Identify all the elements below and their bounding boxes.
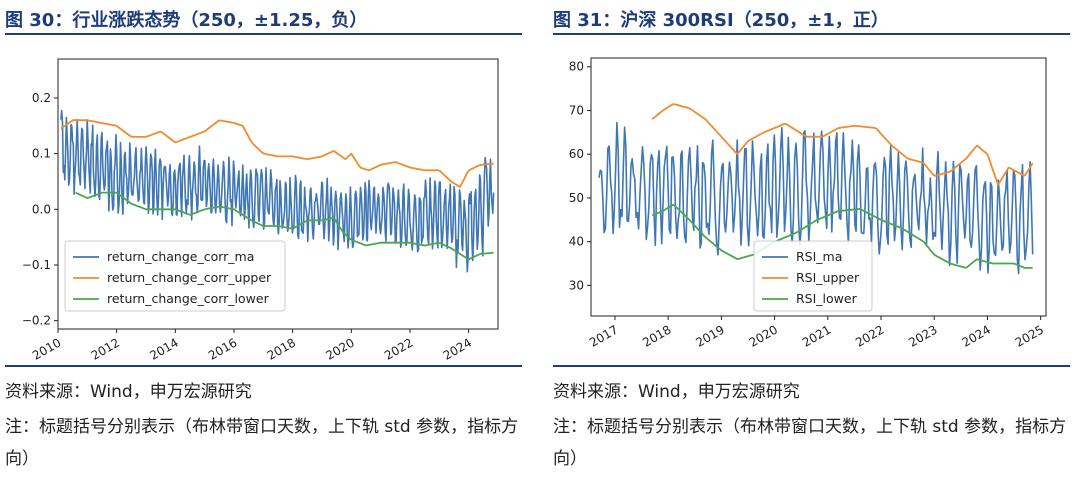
y-tick-label: 0.2 <box>32 91 51 105</box>
x-tick-label: 2020 <box>747 322 780 349</box>
x-tick-label: 2019 <box>693 322 726 349</box>
title-divider <box>553 33 1070 35</box>
series-line-RSI_ma <box>598 121 1034 275</box>
series-line-return_change_corr_upper <box>60 119 494 188</box>
figure-30-panel: 图 30：行业涨跌态势（250，±1.25，负） 0.2 0.1 0.0 −0.1 −0… <box>5 0 525 479</box>
x-tick-label: 2024 <box>960 322 993 349</box>
x-tick-label: 2018 <box>265 335 298 361</box>
figure-31-panel: 图 31：沪深 300RSI（250，±1，正） 80 70 60 50 40 30 201… <box>553 0 1073 479</box>
source-text: 资料来源：Wind，申万宏源研究 <box>553 382 800 402</box>
chart-figure-31: 80 70 60 50 40 30 2017 2018 2019 2020 2021 2022 2023… <box>569 57 1047 350</box>
legend-box <box>753 240 873 312</box>
legend-label: return_change_corr_upper <box>107 270 272 285</box>
x-tick-label: 2025 <box>1013 322 1046 349</box>
source-text: 资料来源：Wind，申万宏源研究 <box>5 382 252 402</box>
chart-figure-30: 0.2 0.1 0.0 −0.1 −0.2 2010 2012 2014 2016 2018 202… <box>22 58 499 361</box>
y-tick-label: 80 <box>569 60 584 74</box>
x-tick-label: 2023 <box>906 322 939 349</box>
x-tick-label: 2012 <box>89 335 122 361</box>
note-text: 注：标题括号分别表示（布林带窗口天数，上下轨 std 参数，指标方向） <box>5 417 519 469</box>
x-tick-label: 2022 <box>853 322 886 349</box>
x-tick-label: 2021 <box>800 322 833 349</box>
y-tick-label: −0.1 <box>22 258 51 272</box>
footer-divider <box>5 365 522 367</box>
series-line-RSI_lower <box>651 203 1033 269</box>
figure-title: 图 30：行业涨跌态势（250，±1.25，负） <box>5 10 368 31</box>
y-tick-label: 0.0 <box>32 202 51 216</box>
series-line-return_change_corr_ma <box>60 109 495 273</box>
x-tick-label: 2016 <box>206 335 239 361</box>
y-tick-label: 0.1 <box>32 147 51 161</box>
legend-label: RSI_lower <box>796 291 858 306</box>
footer-divider <box>553 365 1070 367</box>
y-tick-label: 30 <box>569 278 584 292</box>
figure-title: 图 31：沪深 300RSI（250，±1，正） <box>553 10 889 31</box>
x-tick-label: 2018 <box>640 322 673 349</box>
title-divider <box>5 33 522 35</box>
x-tick-label: 2022 <box>382 335 415 361</box>
series-group <box>60 109 495 273</box>
series-line-return_change_corr_lower <box>75 191 494 261</box>
legend-label: RSI_ma <box>796 249 842 264</box>
y-tick-label: −0.2 <box>22 314 51 328</box>
y-tick-label: 70 <box>569 103 584 117</box>
y-tick-label: 50 <box>569 191 584 205</box>
y-tick-label: 40 <box>569 235 584 249</box>
legend-box <box>64 240 286 312</box>
x-tick-label: 2017 <box>587 322 620 349</box>
legend-label: RSI_upper <box>796 270 860 285</box>
x-tick-label: 2020 <box>323 335 356 361</box>
x-tick-label: 2024 <box>441 335 474 361</box>
y-tick-label: 60 <box>569 147 584 161</box>
legend-label: return_change_corr_ma <box>107 249 254 264</box>
series-group <box>598 103 1034 275</box>
legend-label: return_change_corr_lower <box>107 291 270 306</box>
series-line-RSI_upper <box>651 103 1034 186</box>
note-text: 注：标题括号分别表示（布林带窗口天数，上下轨 std 参数，指标方向） <box>553 417 1067 469</box>
x-tick-label: 2014 <box>147 335 180 361</box>
x-tick-label: 2010 <box>30 335 63 361</box>
